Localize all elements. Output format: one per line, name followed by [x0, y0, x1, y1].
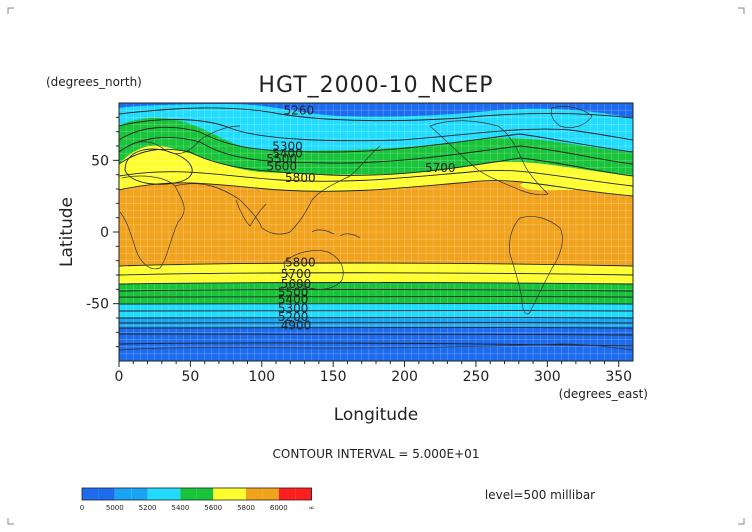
contour-label: 5500 — [278, 286, 309, 300]
contour-line — [119, 126, 633, 153]
contour-line — [119, 137, 633, 165]
contour-line — [124, 148, 193, 185]
coastline-greenland — [550, 106, 593, 128]
colorbar-label: ∞ — [309, 504, 315, 512]
contour-label: 5500 — [266, 152, 297, 166]
x-tick-label: 200 — [391, 369, 418, 385]
contour-line — [119, 289, 633, 292]
x-units-label: (degrees_east) — [559, 387, 648, 401]
band-north-pole-yellow-2 — [520, 171, 605, 191]
contour-label: 5300 — [272, 139, 303, 153]
contour-label: 5600 — [266, 159, 297, 173]
band-north-blue — [119, 103, 633, 118]
colorbar-label: 6000 — [270, 504, 288, 512]
colorbar-bin — [98, 488, 115, 500]
colorbar-label: 0 — [80, 504, 84, 512]
corner-mark-br — [738, 518, 745, 525]
level-text: level=500 millibar — [485, 488, 595, 502]
contour-line — [119, 119, 633, 142]
y-axis-label: Latitude — [57, 197, 77, 267]
coastline-antarctica — [119, 343, 633, 351]
contour-line — [119, 180, 633, 197]
colorbar-label: 5400 — [171, 504, 189, 512]
colorbar-bin — [246, 488, 263, 500]
x-tick-label: 150 — [320, 369, 347, 385]
contour-line — [119, 148, 633, 177]
y-tick-label: 50 — [91, 153, 109, 169]
colorbar-bin — [164, 488, 181, 500]
contour-label: 4900 — [281, 318, 312, 332]
contour-label: 5260 — [284, 103, 315, 117]
y-units-label: (degrees_north) — [46, 75, 142, 89]
x-ticks: 0 50 100 150 200 250 300 350 — [115, 361, 632, 385]
band-south-blue — [119, 327, 633, 361]
corner-mark-tr — [738, 7, 745, 14]
contour-line — [119, 169, 633, 187]
contour-interval-text: CONTOUR INTERVAL = 5.000E+01 — [273, 447, 480, 461]
colorbar-bin — [180, 488, 197, 500]
y-tick-label: 0 — [100, 225, 109, 241]
contour-line — [119, 262, 633, 267]
colorbar-label: 5600 — [204, 504, 222, 512]
coastline-europe — [121, 125, 241, 154]
band-north-pole-yellow — [125, 149, 193, 185]
colorbar-bin — [295, 488, 312, 500]
coastline-india — [235, 199, 267, 227]
x-tick-label: 0 — [115, 369, 124, 385]
coastline-australia — [283, 250, 344, 290]
contour-label: 5700 — [425, 161, 456, 175]
corner-mark-bl — [7, 518, 14, 525]
colorbar-bin — [262, 488, 279, 500]
contour-label: 5400 — [272, 146, 303, 160]
coastline-eurasia — [174, 145, 381, 235]
contour-label: 5800 — [285, 255, 316, 269]
colorbar-bin — [147, 488, 164, 500]
colorbar-frame — [81, 487, 313, 501]
coastline-africa — [119, 175, 185, 270]
band-north-cyan — [119, 103, 633, 152]
contour-line — [119, 282, 633, 285]
corner-mark-tl — [7, 7, 14, 14]
contour-label: 5200 — [278, 310, 309, 324]
colorbar-label: 5800 — [237, 504, 255, 512]
coastlines — [119, 106, 633, 351]
coastline-indonesia — [311, 229, 361, 239]
colorbar-bin — [131, 488, 148, 500]
x-axis-label: Longitude — [334, 405, 419, 425]
contour-line — [119, 272, 633, 276]
contour-label: 5700 — [281, 267, 312, 281]
x-tick-label: 50 — [181, 369, 199, 385]
colorbar-bin — [114, 488, 132, 500]
x-tick-label: 250 — [463, 369, 490, 385]
chart-title: HGT_2000-10_NCEP — [258, 73, 493, 98]
x-tick-label: 300 — [534, 369, 561, 385]
contour-label: 5300 — [278, 301, 309, 315]
colorbar-label: 5200 — [139, 504, 157, 512]
contour-label: 5800 — [285, 171, 316, 185]
contour-label: 5400 — [278, 293, 309, 307]
y-ticks: 50 0 -50 — [86, 116, 119, 348]
colorbar-bin — [82, 488, 99, 500]
contour-line — [119, 342, 633, 347]
colorbar-bin — [213, 488, 230, 500]
colorbar-bin — [229, 488, 246, 500]
colorbar: 0 5000 5200 5400 5600 5800 6000 ∞ — [80, 487, 315, 512]
colorbar-label: 5000 — [106, 504, 124, 512]
coastline-north-america — [429, 120, 549, 196]
x-tick-label: 100 — [248, 369, 275, 385]
y-tick-label: -50 — [86, 297, 109, 313]
x-tick-label: 350 — [605, 369, 632, 385]
colorbar-bin — [196, 488, 214, 500]
contour-label: 5600 — [281, 277, 312, 291]
colorbar-bin — [278, 488, 296, 500]
coastline-south-america — [509, 216, 563, 315]
